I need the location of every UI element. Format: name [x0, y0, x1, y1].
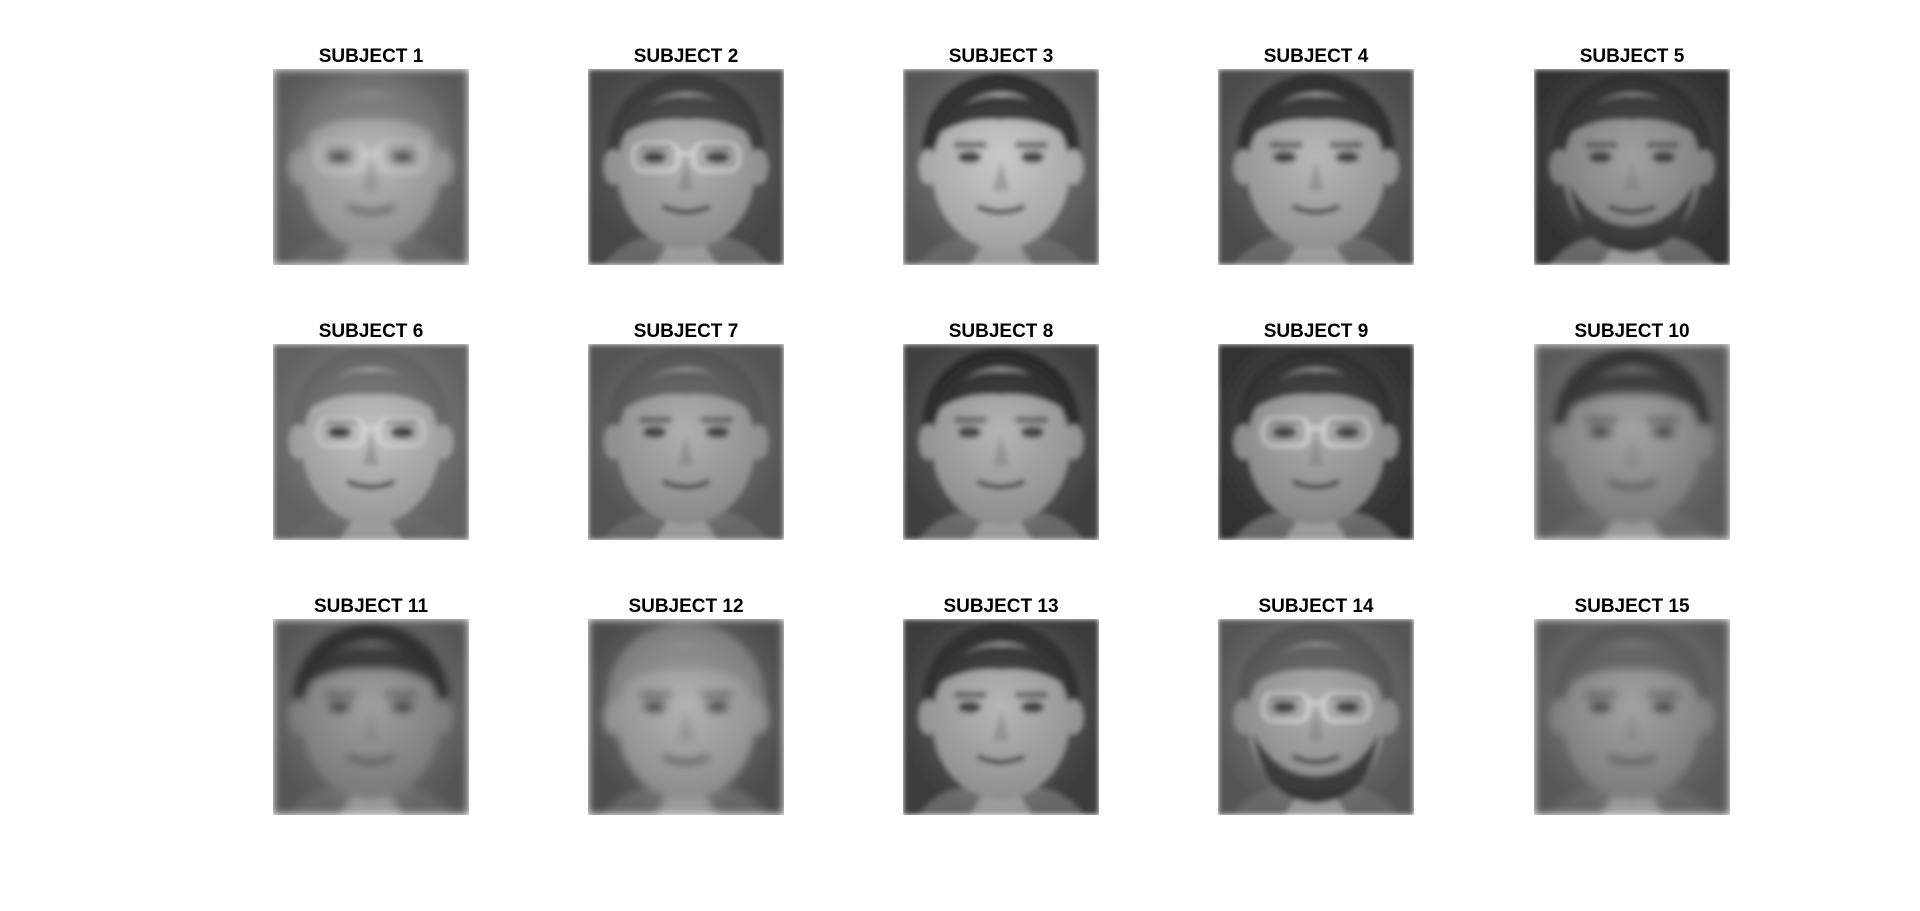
face-image — [1534, 344, 1730, 540]
face-image — [273, 344, 469, 540]
face-image — [1218, 619, 1414, 815]
subject-title: SUBJECT 12 — [628, 596, 744, 617]
subject-title: SUBJECT 6 — [318, 321, 424, 342]
subject-title: SUBJECT 1 — [318, 46, 424, 67]
subject-title: SUBJECT 11 — [313, 596, 429, 617]
face-image — [1218, 344, 1414, 540]
face-image — [903, 619, 1099, 815]
subject-title: SUBJECT 4 — [1263, 46, 1369, 67]
face-image — [903, 69, 1099, 265]
face-image — [273, 69, 469, 265]
subject-title: SUBJECT 8 — [948, 321, 1054, 342]
face-image — [1534, 619, 1730, 815]
face-image — [588, 619, 784, 815]
subject-title: SUBJECT 13 — [943, 596, 1059, 617]
subject-title: SUBJECT 15 — [1574, 596, 1690, 617]
subject-title: SUBJECT 3 — [948, 46, 1054, 67]
subject-title: SUBJECT 10 — [1574, 321, 1690, 342]
face-image — [588, 69, 784, 265]
face-image — [588, 344, 784, 540]
subject-title: SUBJECT 2 — [633, 46, 739, 67]
face-image — [273, 619, 469, 815]
face-image — [903, 344, 1099, 540]
subject-title: SUBJECT 5 — [1579, 46, 1685, 67]
face-image — [1534, 69, 1730, 265]
subject-title: SUBJECT 9 — [1263, 321, 1369, 342]
subject-title: SUBJECT 7 — [633, 321, 739, 342]
subject-title: SUBJECT 14 — [1258, 596, 1374, 617]
face-image — [1218, 69, 1414, 265]
